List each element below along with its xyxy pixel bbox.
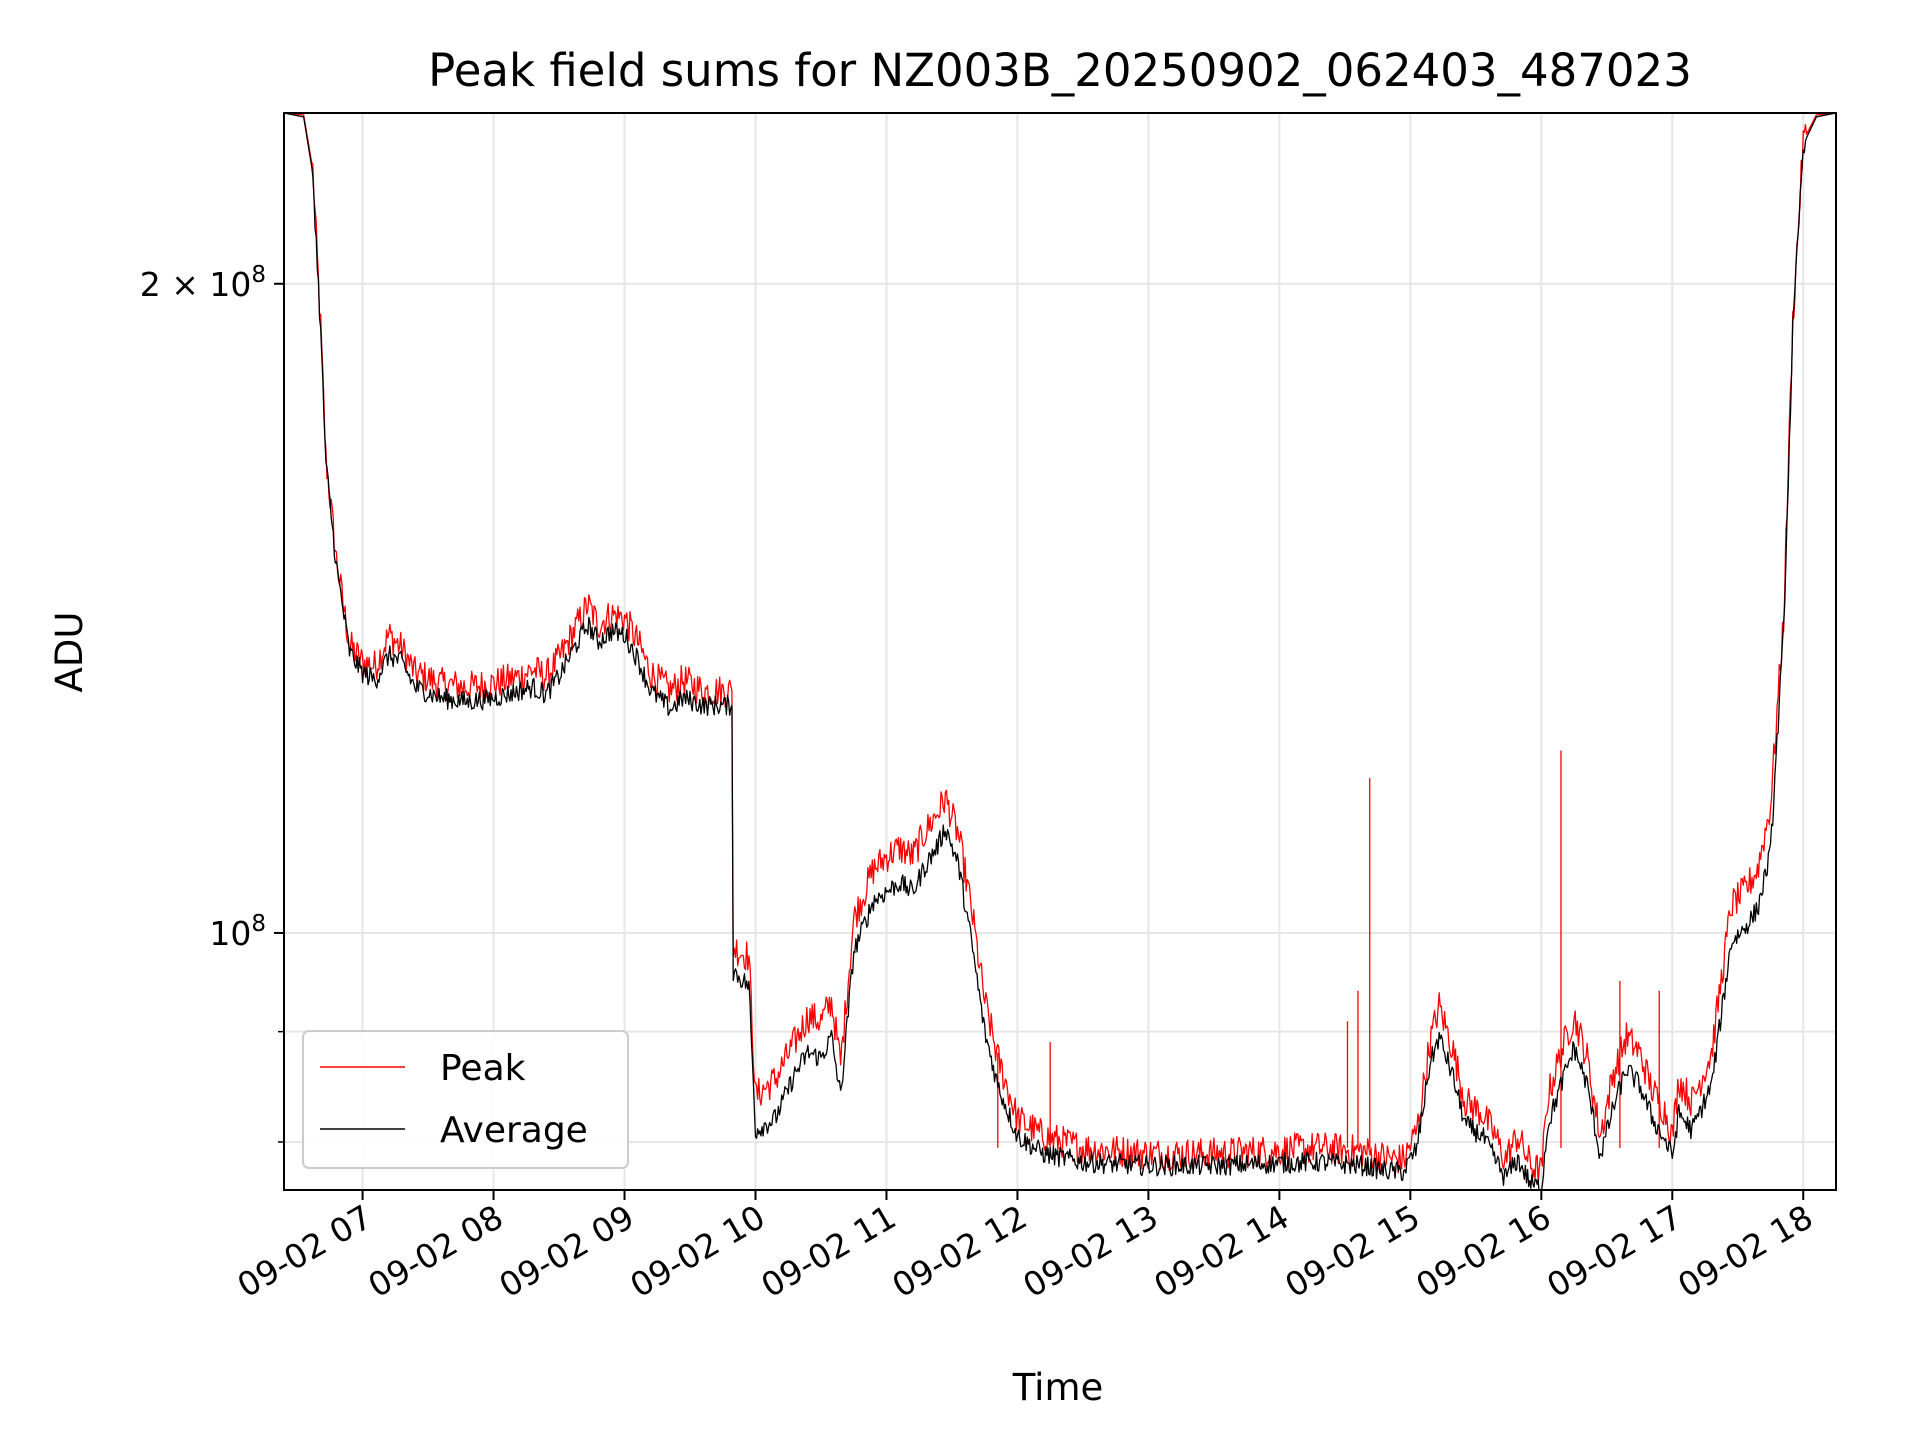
y-axis-label: ADU: [48, 612, 91, 693]
legend-label-peak: Peak: [440, 1048, 526, 1089]
x-axis-label: Time: [1012, 1366, 1104, 1409]
series-line-average: [284, 113, 1836, 1190]
chart-title: Peak field sums for NZ003B_20250902_0624…: [428, 44, 1692, 97]
plot-area: [284, 113, 1836, 1190]
series-layer: [284, 113, 1836, 1190]
y-tick-label: 108: [209, 911, 266, 953]
y-tick-label: 2 × 108: [140, 262, 266, 304]
legend-label-average: Average: [440, 1110, 588, 1151]
series-line-peak: [284, 113, 1836, 1185]
y-axis: 108 2 × 108: [140, 262, 284, 1143]
legend-box: [302, 1030, 629, 1169]
legend: Peak Average: [302, 1030, 629, 1169]
grid: [284, 113, 1836, 1190]
plot-frame: [283, 112, 1837, 1191]
